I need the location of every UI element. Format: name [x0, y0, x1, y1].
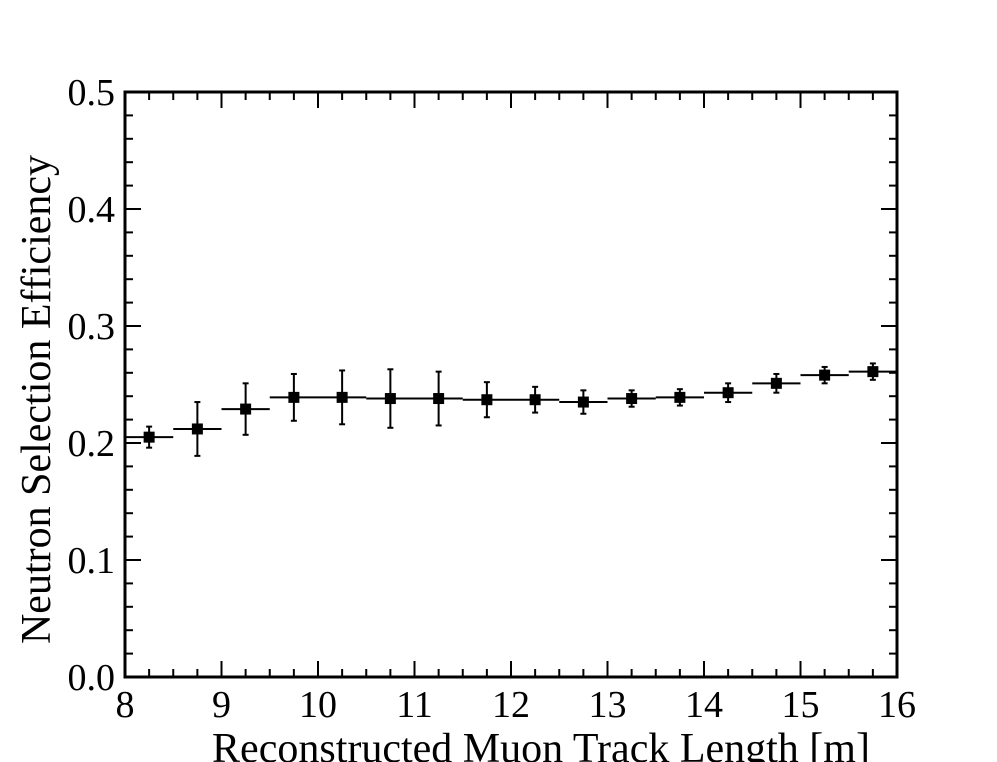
x-tick-label: 12	[492, 684, 530, 726]
y-tick-label: 0.0	[68, 657, 116, 699]
data-point	[819, 369, 831, 381]
x-tick-label: 9	[212, 684, 231, 726]
data-point	[143, 431, 155, 443]
data-point	[674, 391, 686, 403]
y-tick-label: 0.5	[68, 72, 116, 114]
data-point	[770, 377, 782, 389]
x-tick-label: 11	[396, 684, 433, 726]
x-tick-label: 16	[878, 684, 916, 726]
x-tick-label: 15	[782, 684, 820, 726]
x-tick-label: 10	[299, 684, 337, 726]
data-point	[384, 393, 396, 405]
data-series	[125, 362, 897, 457]
data-point	[529, 394, 541, 406]
data-point	[433, 393, 445, 405]
data-point	[288, 391, 300, 403]
axis-ticks	[124, 91, 898, 678]
y-axis-label: Neutron Selection Efficiency	[14, 155, 60, 644]
data-point	[481, 394, 493, 406]
y-tick-label: 0.3	[68, 306, 116, 348]
y-tick-label: 0.4	[68, 189, 116, 231]
x-tick-label: 8	[116, 684, 135, 726]
data-point	[722, 387, 734, 399]
data-point	[626, 393, 638, 405]
y-tick-label: 0.1	[68, 540, 116, 582]
data-point	[240, 403, 252, 415]
data-point	[577, 396, 589, 408]
x-tick-label: 13	[589, 684, 627, 726]
data-point	[191, 423, 203, 435]
x-tick-label: 14	[685, 684, 723, 726]
data-point	[867, 366, 879, 378]
y-tick-label: 0.2	[68, 423, 116, 465]
data-point	[336, 391, 348, 403]
tick-labels: 8 9 10 11 12 13 14 15 16 0.0 0.1 0.2 0.3 0.4 0.5	[68, 72, 917, 726]
x-axis-label: Reconstructed Muon Track Length [m]	[212, 726, 870, 762]
